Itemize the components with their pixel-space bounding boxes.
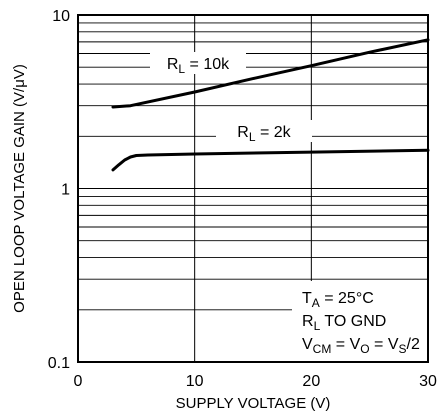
- x-tick-label: 20: [302, 373, 320, 390]
- y-tick-label: 0.1: [48, 355, 70, 372]
- y-axis-title: OPEN LOOP VOLTAGE GAIN (V/μV): [11, 64, 28, 313]
- series-label-rl2k: RL = 2k: [237, 124, 291, 144]
- y-tick-label: 10: [52, 8, 70, 25]
- conditions-line-3: VCM = VO = VS/2: [302, 336, 420, 356]
- x-tick-label: 30: [419, 373, 437, 390]
- plot-frame: [77, 14, 429, 363]
- annotation-bg: [292, 281, 428, 362]
- series-label-bg: [216, 120, 312, 142]
- x-tick-label: 0: [74, 373, 83, 390]
- series-line-1: [111, 38, 430, 109]
- y-tick-label: 1: [61, 182, 70, 199]
- x-tick-label: 10: [186, 373, 204, 390]
- x-axis-title: SUPPLY VOLTAGE (V): [176, 395, 331, 412]
- conditions-line-1: TA = 25°C: [302, 290, 374, 310]
- series-label-rl10k: RL = 10k: [167, 56, 230, 76]
- series-label-bg: [150, 52, 246, 74]
- series-line-2: [111, 148, 430, 172]
- conditions-line-2: RL TO GND: [302, 313, 386, 333]
